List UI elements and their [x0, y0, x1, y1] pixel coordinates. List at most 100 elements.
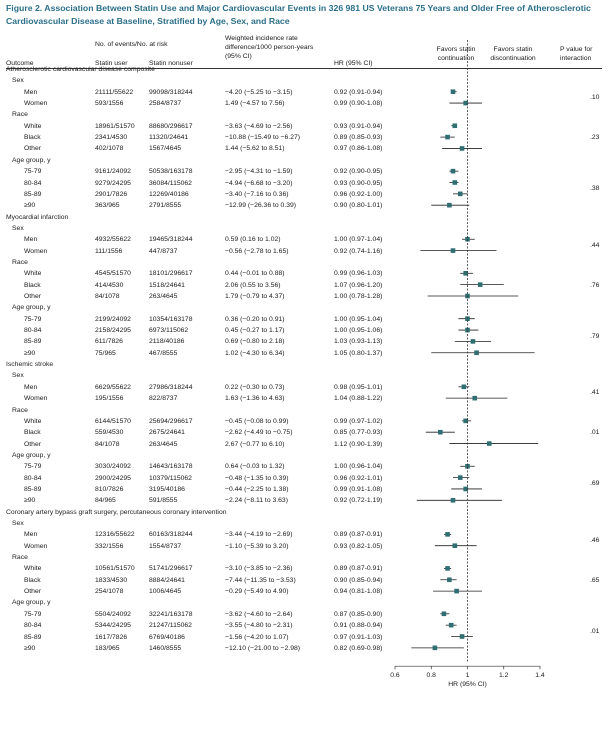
group-label: Sex: [12, 224, 24, 232]
hazard-ratio: 0.92 (0.90-0.95): [334, 168, 383, 176]
hr-marker: [432, 645, 438, 651]
statin-nonuser-events: 1554/8737: [149, 542, 182, 550]
rate-difference: 0.59 (0.16 to 1.02): [225, 236, 281, 244]
statin-user-events: 2900/24295: [95, 474, 131, 482]
hazard-ratio: 0.90 (0.85-0.94): [334, 576, 383, 584]
statin-nonuser-events: 36084/115062: [149, 179, 192, 187]
outcome-header: Outcome: [6, 60, 34, 67]
statin-user-events: 332/1556: [95, 542, 124, 550]
rate-difference: −0.29 (−5.49 to 4.90): [225, 588, 289, 596]
hr-marker: [441, 611, 447, 617]
hazard-ratio: 0.87 (0.85-0.90): [334, 610, 383, 618]
hazard-ratio: 1.03 (0.93-1.13): [334, 338, 383, 346]
events-header: No. of events/No. at risk: [95, 41, 168, 48]
row-label: 80-84: [24, 179, 42, 187]
rate-difference: −0.45 (−0.08 to 0.99): [225, 417, 289, 425]
hazard-ratio: 1.07 (0.96-1.20): [334, 281, 383, 289]
statin-user-header: Statin user: [95, 60, 128, 67]
rate-difference: 0.64 (−0.03 to 1.32): [225, 463, 285, 471]
hazard-ratio: 0.93 (0.91-0.94): [334, 122, 383, 130]
hr-marker: [452, 123, 458, 129]
hazard-ratio: 0.82 (0.69-0.98): [334, 644, 383, 652]
hr-marker: [470, 339, 476, 344]
row-label: 80-84: [24, 622, 42, 630]
hr-marker: [486, 441, 492, 446]
figure-title-block: Figure 2. Association Between Statin Use…: [6, 2, 602, 28]
hazard-ratio: 1.00 (0.95-1.06): [334, 327, 383, 335]
statin-user-events: 12316/55622: [95, 531, 135, 539]
x-tick-label: 1: [466, 672, 470, 679]
statin-user-events: 414/4530: [95, 281, 124, 289]
row-label: Other: [24, 440, 41, 448]
statin-nonuser-events: 591/8555: [149, 497, 178, 505]
row-label: Men: [24, 383, 38, 391]
row-label: 75-79: [24, 610, 42, 618]
row-label: Black: [24, 576, 41, 584]
pvalue-interaction: .10: [590, 94, 600, 102]
rate-difference: −12.99 (−26.36 to 0.39): [225, 202, 297, 210]
rate-difference: −3.40 (−7.16 to 0.36): [225, 190, 289, 198]
rate-difference: 1.63 (−1.36 to 4.63): [225, 395, 285, 403]
row-label: Other: [24, 293, 41, 300]
hazard-ratio: 0.92 (0.91-0.94): [334, 88, 383, 96]
favors-continuation-header: Favors statin continuation: [436, 46, 476, 62]
row-label: ≥90: [24, 497, 36, 505]
row-label: White: [24, 565, 42, 573]
statin-nonuser-events: 14643/163178: [149, 463, 193, 471]
statin-nonuser-events: 10354/163178: [149, 315, 193, 323]
statin-nonuser-header: Statin nonuser: [149, 60, 193, 67]
statin-nonuser-events: 2584/8737: [149, 100, 182, 108]
statin-user-events: 18961/51570: [95, 122, 135, 130]
hazard-ratio: 0.90 (0.80-1.01): [334, 202, 383, 210]
row-label: Women: [24, 395, 48, 403]
hazard-ratio: 0.96 (0.92-1.01): [334, 474, 383, 482]
section-title: Myocardial infarction: [6, 213, 69, 221]
statin-user-events: 10561/51570: [95, 565, 135, 573]
row-label: 80-84: [24, 327, 42, 335]
statin-nonuser-events: 1567/4645: [149, 145, 182, 153]
row-label: 80-84: [24, 474, 42, 482]
statin-user-events: 2199/24092: [95, 315, 131, 323]
statin-nonuser-events: 467/8555: [149, 349, 178, 357]
statin-user-events: 84/1078: [95, 293, 120, 300]
hazard-ratio: 0.89 (0.85-0.93): [334, 134, 383, 142]
statin-nonuser-events: 6769/40186: [149, 633, 185, 641]
hr-marker: [457, 475, 463, 480]
header-rule: [6, 68, 602, 69]
rate-difference: −3.10 (−3.85 to −2.36): [225, 565, 293, 573]
hr-marker: [465, 236, 470, 242]
statin-nonuser-events: 6973/115062: [149, 327, 189, 335]
statin-user-events: 183/965: [95, 644, 120, 652]
row-label: Black: [24, 134, 41, 142]
row-label: Black: [24, 281, 41, 289]
group-label: Age group, y: [12, 304, 51, 312]
rate-difference: 1.44 (−5.62 to 8.51): [225, 145, 285, 153]
statin-user-events: 2341/4530: [95, 134, 128, 142]
hr-marker: [465, 327, 470, 333]
hazard-ratio: 0.91 (0.88-0.94): [334, 622, 383, 630]
statin-user-events: 4932/55622: [95, 236, 131, 244]
hr-marker: [461, 384, 467, 390]
statin-user-events: 5504/24092: [95, 610, 131, 618]
rate-difference: −2.62 (−4.49 to −0.75): [225, 429, 293, 437]
rate-difference: 1.49 (−4.57 to 7.56): [225, 100, 285, 108]
pvalue-interaction: .69: [590, 480, 600, 488]
x-axis-label: HR (95% CI): [448, 681, 487, 688]
pvalue-interaction: .38: [590, 185, 600, 193]
pvalue-interaction: .44: [590, 241, 600, 249]
hr-marker: [477, 282, 483, 287]
rate-difference: 0.22 (−0.30 to 0.73): [225, 383, 285, 391]
statin-nonuser-events: 2791/8555: [149, 202, 182, 210]
hazard-ratio: 0.85 (0.77-0.93): [334, 429, 383, 437]
row-label: Women: [24, 542, 48, 550]
statin-nonuser-events: 447/8737: [149, 247, 178, 255]
x-tick-label: 0.6: [390, 672, 400, 679]
statin-nonuser-events: 12269/40186: [149, 190, 189, 198]
rate-difference: 0.45 (−0.27 to 1.17): [225, 327, 285, 335]
x-tick-label: 1.4: [535, 672, 545, 679]
x-tick-label: 0.8: [427, 672, 437, 679]
section-title: Ischemic stroke: [6, 361, 54, 369]
hr-marker: [454, 588, 459, 594]
statin-user-events: 84/965: [95, 497, 116, 505]
row-label: Other: [24, 145, 41, 153]
